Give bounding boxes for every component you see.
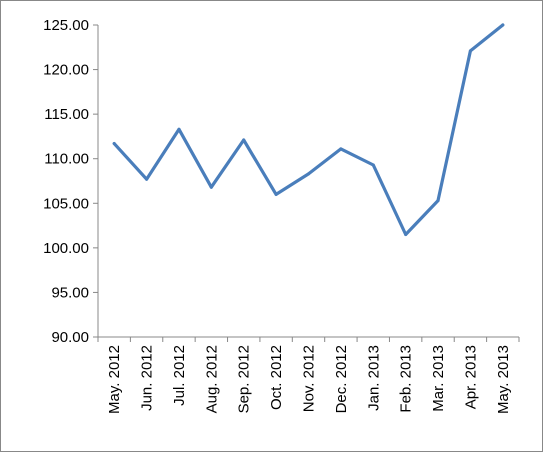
data-point bbox=[501, 23, 505, 27]
x-category-label: Jul. 2012 bbox=[171, 345, 188, 406]
y-tick-label: 115.00 bbox=[44, 106, 89, 123]
data-point bbox=[177, 127, 181, 131]
data-point bbox=[274, 192, 278, 196]
y-tick-label: 120.00 bbox=[43, 62, 89, 79]
series-layer bbox=[112, 23, 505, 237]
y-tick-label: 125.00 bbox=[43, 17, 89, 34]
x-category-label: Apr. 2013 bbox=[462, 345, 479, 409]
data-point bbox=[468, 49, 472, 53]
y-tick-label: 90.00 bbox=[51, 329, 89, 346]
series-line bbox=[112, 23, 505, 237]
y-tick-label: 105.00 bbox=[43, 195, 89, 212]
x-category-label: Oct. 2012 bbox=[268, 345, 285, 410]
data-point bbox=[307, 172, 310, 176]
x-category-label: Jan. 2013 bbox=[365, 345, 382, 411]
data-point bbox=[242, 138, 246, 142]
x-category-label: Dec. 2012 bbox=[333, 345, 350, 413]
x-category-label: Jun. 2012 bbox=[139, 345, 156, 411]
y-tick-label: 110.00 bbox=[44, 151, 89, 168]
data-point bbox=[404, 232, 408, 236]
x-category-label: May. 2012 bbox=[106, 345, 123, 414]
data-point bbox=[112, 142, 116, 146]
data-point bbox=[339, 147, 343, 151]
data-point bbox=[436, 199, 440, 203]
axes bbox=[97, 25, 519, 338]
x-category-label: May. 2013 bbox=[495, 345, 512, 414]
y-axis-ticks: 90.00 95.00 100.00 105.00 110.00 115.00 120.00… bbox=[43, 17, 98, 346]
data-point bbox=[145, 177, 149, 181]
x-category-label: Nov. 2012 bbox=[301, 345, 318, 412]
data-point bbox=[371, 163, 375, 167]
x-axis-ticks: May. 2012 Jun. 2012 Jul. 2012 Aug. 2012 Sep.… bbox=[97, 337, 520, 414]
x-category-label: Aug. 2012 bbox=[203, 345, 220, 413]
data-point bbox=[209, 185, 213, 189]
x-category-label: Feb. 2013 bbox=[398, 345, 415, 413]
x-category-label: Sep. 2012 bbox=[236, 345, 253, 413]
y-tick-label: 95.00 bbox=[51, 284, 89, 301]
y-tick-label: 100.00 bbox=[43, 240, 89, 257]
x-category-label: Mar. 2013 bbox=[430, 345, 447, 412]
